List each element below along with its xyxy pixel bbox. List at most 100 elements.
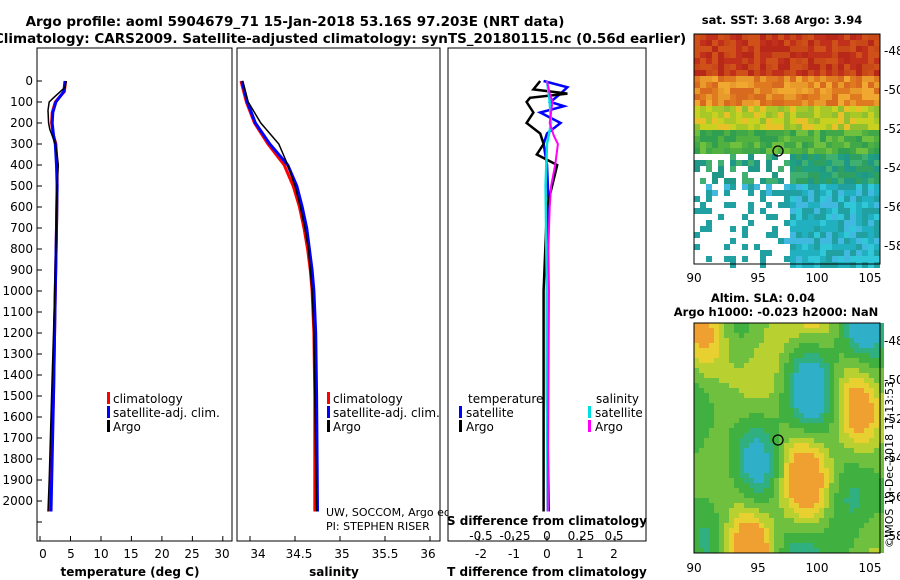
sst-cell <box>712 64 718 70</box>
sla-cell <box>874 413 879 418</box>
sst-cell <box>730 130 736 136</box>
sla-cell <box>754 543 759 548</box>
sla-cell <box>754 503 759 508</box>
sla-cell <box>824 353 829 358</box>
sla-cell <box>784 403 789 408</box>
sla-cell <box>784 418 789 423</box>
sla-cell <box>709 403 714 408</box>
sla-cell <box>704 413 709 418</box>
sla-cell <box>749 518 754 523</box>
sla-cell <box>749 478 754 483</box>
sst-cell <box>712 106 718 112</box>
sst-cell <box>874 64 880 70</box>
sst-cell <box>706 82 712 88</box>
sla-cell <box>859 548 864 553</box>
sla-cell <box>799 453 804 458</box>
sla-cell <box>779 453 784 458</box>
sla-cell <box>724 428 729 433</box>
sla-cell <box>844 378 849 383</box>
sla-cell <box>724 353 729 358</box>
sla-cell <box>729 413 734 418</box>
sla-cell <box>794 343 799 348</box>
sla-cell <box>754 443 759 448</box>
sst-cell <box>772 214 778 220</box>
sst-cell <box>826 262 832 268</box>
sst-cell <box>814 154 820 160</box>
sla-cell <box>874 418 879 423</box>
sla-cell <box>859 428 864 433</box>
sst-cell <box>832 166 838 172</box>
sla-cell <box>824 523 829 528</box>
sst-cell <box>694 160 700 166</box>
sla-cell <box>774 333 779 338</box>
sst-cell <box>850 142 856 148</box>
sst-cell <box>868 118 874 124</box>
sla-cell <box>809 533 814 538</box>
sst-cell <box>754 82 760 88</box>
sla-cell <box>724 348 729 353</box>
sst-cell <box>742 118 748 124</box>
sst-cell <box>748 82 754 88</box>
sla-cell <box>839 368 844 373</box>
sst-cell <box>826 94 832 100</box>
sla-cell <box>794 523 799 528</box>
sst-cell <box>790 172 796 178</box>
sst-cell <box>838 256 844 262</box>
sst-cell <box>832 220 838 226</box>
sst-cell <box>832 70 838 76</box>
sla-cell <box>824 428 829 433</box>
sla-cell <box>754 508 759 513</box>
sla-cell <box>734 483 739 488</box>
sla-cell <box>714 353 719 358</box>
sst-cell <box>802 238 808 244</box>
sla-cell <box>844 423 849 428</box>
sla-cell <box>724 488 729 493</box>
sst-cell <box>796 70 802 76</box>
sst-cell <box>844 178 850 184</box>
sla-cell <box>874 533 879 538</box>
sla-cell <box>694 348 699 353</box>
sla-cell <box>749 343 754 348</box>
sst-cell <box>844 154 850 160</box>
sst-cell <box>844 202 850 208</box>
sla-cell <box>794 353 799 358</box>
sla-cell <box>719 423 724 428</box>
sla-cell <box>859 398 864 403</box>
sst-cell <box>790 70 796 76</box>
sst-cell <box>712 118 718 124</box>
sla-cell <box>764 488 769 493</box>
sla-cell <box>694 543 699 548</box>
sla-cell <box>859 473 864 478</box>
salinity-plot-frame <box>236 47 441 542</box>
sla-cell <box>874 443 879 448</box>
sla-cell <box>839 443 844 448</box>
sst-cell <box>772 106 778 112</box>
sst-cell <box>814 178 820 184</box>
sla-cell <box>829 548 834 553</box>
sst-cell <box>748 136 754 142</box>
sla-cell <box>759 433 764 438</box>
sst-cell <box>874 148 880 154</box>
sst-cell <box>748 202 754 208</box>
sla-cell <box>859 488 864 493</box>
sla-cell <box>869 528 874 533</box>
sst-cell <box>790 238 796 244</box>
sst-cell <box>694 94 700 100</box>
sla-cell <box>724 463 729 468</box>
sla-cell <box>779 528 784 533</box>
sst-cell <box>832 208 838 214</box>
sst-cell <box>772 76 778 82</box>
sla-cell <box>749 408 754 413</box>
sst-cell <box>808 262 814 268</box>
sla-cell <box>864 458 869 463</box>
sla-cell <box>829 383 834 388</box>
sla-cell <box>759 373 764 378</box>
sst-cell <box>796 262 802 268</box>
imos-timestamp: ©IMOS 19-Dec-2018 17:13:53 <box>883 381 896 548</box>
sla-cell <box>834 398 839 403</box>
sst-cell <box>730 112 736 118</box>
sla-cell <box>859 533 864 538</box>
sla-cell <box>724 378 729 383</box>
sst-cell <box>754 136 760 142</box>
sst-cell <box>832 124 838 130</box>
